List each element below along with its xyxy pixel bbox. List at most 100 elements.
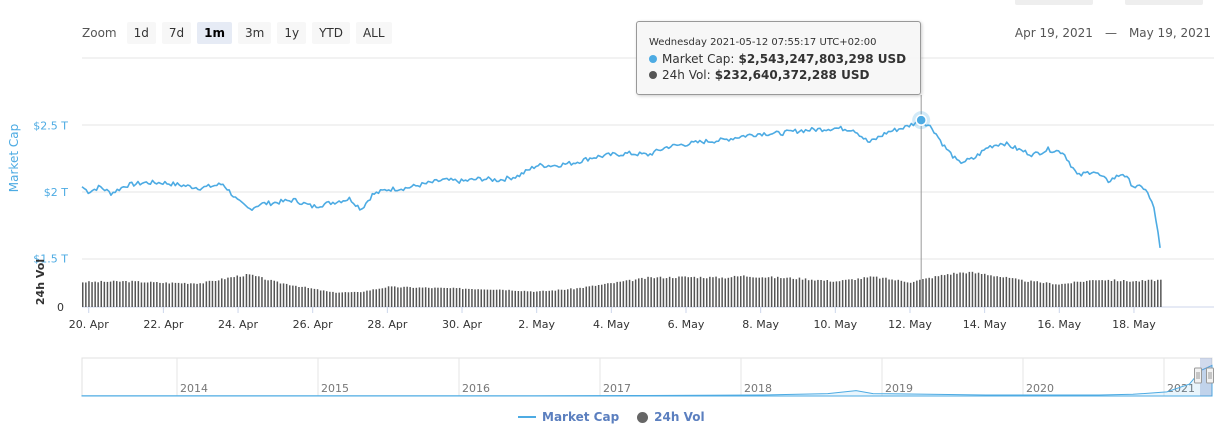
volume-bar bbox=[783, 278, 785, 307]
volume-bar bbox=[974, 273, 977, 307]
volume-bar bbox=[183, 282, 186, 307]
date-from[interactable]: Apr 19, 2021 bbox=[1014, 26, 1093, 40]
volume-bar bbox=[814, 280, 816, 307]
volume-bar bbox=[1033, 281, 1035, 307]
zoom-1m-button[interactable]: 1m bbox=[197, 22, 232, 44]
volume-bar bbox=[434, 287, 436, 307]
volume-bar bbox=[576, 288, 578, 307]
volume-bar bbox=[607, 283, 609, 307]
top-tab-1[interactable] bbox=[1015, 0, 1093, 5]
volume-bar bbox=[1079, 281, 1082, 307]
volume-bar bbox=[659, 276, 662, 307]
volume-bar bbox=[353, 291, 356, 307]
volume-bar bbox=[644, 278, 646, 307]
volume-bar bbox=[588, 286, 591, 307]
volume-bar bbox=[298, 287, 300, 307]
volume-bar bbox=[919, 279, 921, 307]
volume-bar bbox=[112, 280, 115, 307]
navigator-handle[interactable] bbox=[1194, 367, 1202, 384]
volume-bar bbox=[1126, 281, 1128, 307]
volume-bar bbox=[990, 275, 992, 307]
volume-bar bbox=[934, 276, 937, 307]
volume-bar bbox=[823, 280, 825, 307]
zoom-bar: Zoom 1d 7d 1m 3m 1y YTD ALL bbox=[82, 22, 392, 44]
volume-bar bbox=[557, 289, 560, 307]
volume-bar bbox=[1058, 284, 1060, 307]
volume-bar bbox=[1018, 279, 1020, 307]
volume-bar bbox=[165, 282, 167, 307]
volume-bar bbox=[1150, 279, 1153, 307]
volume-bar bbox=[752, 277, 754, 307]
legend-volume[interactable]: 24h Vol bbox=[637, 410, 705, 424]
date-to[interactable]: May 19, 2021 bbox=[1128, 26, 1211, 40]
volume-bar bbox=[94, 281, 96, 307]
volume-bar bbox=[397, 287, 399, 307]
navigator[interactable]: 2014 2015 2016 2017 2018 2019 2020 2021 bbox=[81, 357, 1214, 397]
zoom-7d-button[interactable]: 7d bbox=[161, 22, 192, 44]
volume-bar bbox=[563, 289, 566, 307]
volume-bar bbox=[872, 276, 875, 307]
volume-bar bbox=[344, 292, 347, 307]
volume-bar bbox=[150, 281, 152, 307]
volume-bar bbox=[128, 282, 130, 307]
navigator-handle[interactable] bbox=[1206, 367, 1214, 384]
zoom-1d-button[interactable]: 1d bbox=[126, 22, 156, 44]
volume-bar bbox=[415, 287, 418, 307]
zoom-1y-button[interactable]: 1y bbox=[277, 22, 307, 44]
volume-bar bbox=[959, 272, 961, 307]
volume-bar bbox=[792, 278, 794, 307]
volume-bar bbox=[1014, 278, 1017, 307]
volume-bar bbox=[684, 276, 686, 307]
legend-market-cap[interactable]: Market Cap bbox=[518, 410, 619, 424]
volume-bar bbox=[1157, 279, 1159, 307]
x-axis-ticks: 20. Apr 22. Apr 24. Apr 26. Apr 28. Apr 30. A… bbox=[69, 307, 1156, 331]
volume-bar bbox=[758, 277, 760, 307]
volume-bar bbox=[326, 291, 328, 307]
volume-bar bbox=[625, 280, 628, 307]
volume-bar bbox=[458, 287, 461, 307]
zoom-ytd-button[interactable]: YTD bbox=[312, 22, 350, 44]
legend-market-cap-label: Market Cap bbox=[542, 410, 620, 424]
volume-bar bbox=[468, 288, 470, 307]
volume-bar bbox=[817, 279, 819, 307]
volume-axis-zero: 0 bbox=[57, 301, 64, 314]
volume-bar bbox=[740, 276, 742, 307]
volume-bar bbox=[616, 281, 618, 307]
volume-bar bbox=[854, 280, 856, 307]
volume-bar bbox=[526, 291, 529, 307]
volume-bar bbox=[622, 281, 625, 307]
volume-bar bbox=[329, 291, 331, 307]
volume-bar bbox=[987, 275, 989, 307]
volume-bar bbox=[693, 276, 696, 307]
volume-bar bbox=[424, 287, 427, 307]
volume-bar bbox=[474, 289, 476, 307]
volume-bar bbox=[857, 278, 859, 307]
volume-dot-icon bbox=[649, 71, 657, 79]
volume-bar bbox=[968, 271, 971, 307]
volume-bar bbox=[777, 276, 779, 307]
zoom-3m-button[interactable]: 3m bbox=[237, 22, 272, 44]
market-cap-line[interactable] bbox=[81, 119, 1161, 249]
zoom-all-button[interactable]: ALL bbox=[355, 22, 392, 44]
volume-bar bbox=[159, 282, 161, 307]
volume-bar bbox=[906, 282, 909, 307]
volume-bar bbox=[851, 279, 853, 307]
volume-bar bbox=[412, 287, 414, 307]
volume-bar bbox=[372, 289, 374, 307]
navigator-year-label: 2016 bbox=[462, 382, 490, 395]
volume-bar bbox=[869, 276, 872, 307]
highlight-point[interactable] bbox=[915, 114, 927, 126]
volume-bar bbox=[236, 275, 238, 307]
volume-bar bbox=[100, 280, 102, 307]
top-tab-2[interactable] bbox=[1125, 0, 1203, 5]
volume-bar bbox=[743, 275, 745, 307]
volume-bar bbox=[168, 283, 170, 307]
volume-bar bbox=[888, 279, 890, 307]
volume-bar bbox=[619, 281, 621, 307]
volume-bar bbox=[1082, 281, 1085, 307]
volume-bar bbox=[1160, 279, 1162, 307]
volume-bar bbox=[153, 282, 155, 307]
volume-bar bbox=[1110, 281, 1113, 307]
x-tick-label: 24. Apr bbox=[218, 318, 258, 331]
